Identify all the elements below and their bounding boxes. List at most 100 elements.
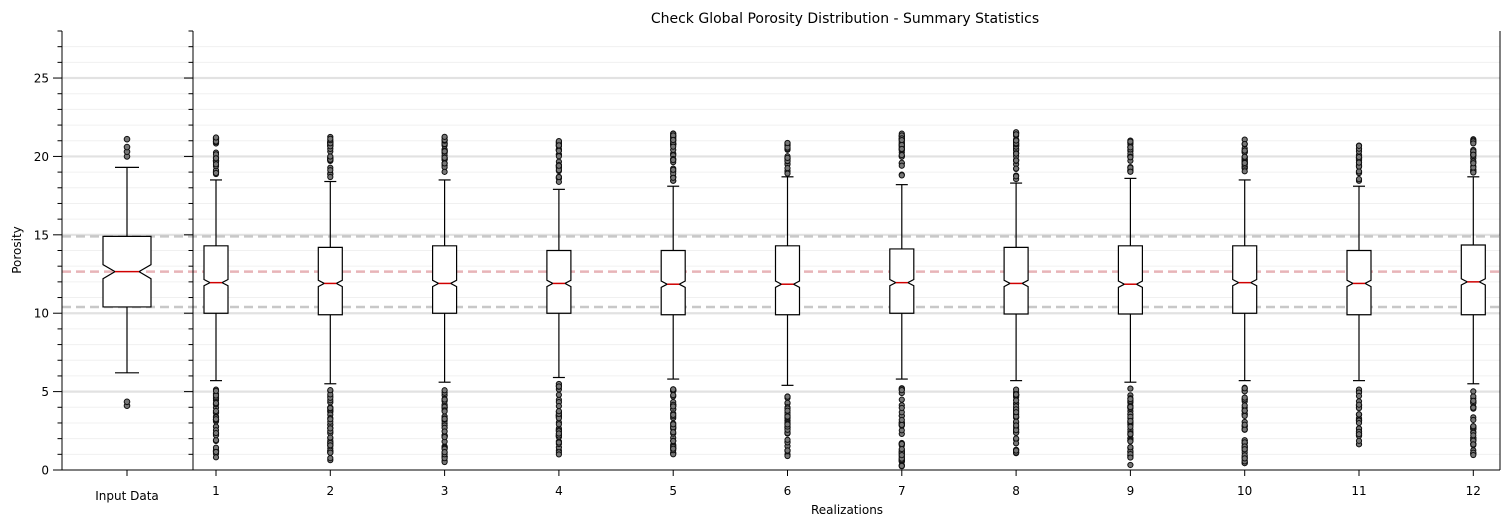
outlier-point [212, 387, 220, 394]
outlier-point [898, 445, 905, 453]
outlier-point [1470, 140, 1477, 147]
outlier-point [327, 442, 334, 449]
outlier-point [1355, 419, 1363, 427]
y-axis-label: Porosity [10, 226, 24, 274]
x-tick-label-input: Input Data [95, 489, 159, 503]
outlier-point [441, 434, 448, 441]
outlier-point [123, 143, 131, 151]
outlier-point [212, 155, 220, 162]
outlier-point [1127, 423, 1134, 430]
outlier-point [123, 398, 131, 406]
y-tick-label: 10 [34, 307, 49, 321]
outlier-point [898, 440, 905, 448]
outlier-point [212, 400, 220, 407]
outlier-point [327, 404, 334, 412]
box-realization-12 [1460, 244, 1486, 316]
outlier-point [1470, 169, 1477, 176]
outlier-point [898, 387, 905, 394]
outlier-point [1013, 422, 1020, 429]
y-tick-label: 5 [41, 385, 49, 399]
outlier-point [212, 134, 220, 141]
outlier-point [1355, 142, 1363, 149]
outlier-point [441, 133, 448, 140]
outlier-point [555, 451, 563, 458]
outlier-point [1013, 157, 1020, 164]
outlier-point [1013, 165, 1020, 172]
box-realization-3 [432, 245, 458, 314]
outlier-point [1470, 151, 1477, 158]
outlier-point [1241, 385, 1248, 392]
box-realization-11 [1346, 249, 1372, 316]
outlier-point [1241, 407, 1248, 414]
outlier-point [784, 436, 791, 443]
outlier-point [1127, 403, 1134, 411]
outlier-point [555, 391, 563, 398]
outlier-point [1470, 160, 1477, 167]
outlier-point [1241, 147, 1248, 154]
box-realization-8 [1003, 246, 1029, 315]
outlier-point [784, 421, 791, 428]
outlier-point [898, 421, 905, 429]
outlier-point [123, 135, 131, 143]
outlier-point [1470, 397, 1477, 404]
outlier-point [784, 447, 791, 454]
outlier-point [327, 434, 334, 441]
outlier-point [1470, 416, 1477, 424]
outlier-point [1013, 397, 1020, 404]
outlier-point [1127, 438, 1134, 445]
outlier-point [1470, 432, 1477, 439]
outlier-point [555, 402, 563, 410]
outlier-point [327, 425, 334, 432]
outlier-point [1127, 154, 1134, 161]
outlier-point [1127, 444, 1134, 451]
chart-title: Check Global Porosity Distribution - Sum… [651, 11, 1039, 27]
box-realization-9 [1117, 245, 1144, 315]
outlier-point [1127, 395, 1134, 403]
outlier-point [441, 428, 448, 435]
outlier-point [670, 136, 677, 144]
outlier-point [1241, 140, 1248, 148]
outlier-point [327, 153, 334, 160]
outlier-point [1127, 168, 1134, 175]
outlier-point [898, 136, 905, 144]
outlier-point [441, 396, 448, 403]
outlier-point [555, 439, 563, 446]
outlier-point [898, 462, 905, 470]
outlier-point [441, 168, 448, 175]
outlier-point [441, 160, 448, 167]
outlier-point [1355, 392, 1363, 400]
outlier-point [212, 161, 220, 168]
x-tick-label: 10 [1237, 484, 1252, 498]
outlier-point [1241, 446, 1248, 453]
outlier-point [1241, 455, 1248, 462]
box-realization-6 [774, 245, 801, 316]
outlier-point [1470, 423, 1477, 430]
x-tick-label: 7 [898, 484, 906, 498]
x-tick-label: 9 [1127, 484, 1135, 498]
outlier-point [1127, 461, 1134, 469]
outlier-point [1127, 138, 1134, 145]
outlier-point [670, 429, 677, 436]
outlier-point [670, 445, 677, 452]
outlier-point [1355, 437, 1363, 444]
outlier-point [1355, 159, 1363, 166]
outlier-point [1013, 137, 1020, 144]
x-tick-label: 3 [441, 484, 449, 498]
outlier-point [212, 416, 220, 423]
outlier-point [1355, 154, 1363, 161]
outlier-point [327, 449, 334, 456]
outlier-point [1470, 404, 1477, 411]
outlier-point [1127, 144, 1134, 151]
outlier-point [1013, 391, 1020, 398]
outlier-point [327, 454, 334, 462]
box-realization-2 [317, 246, 343, 316]
outlier-point [670, 174, 677, 181]
outlier-point [898, 451, 905, 459]
box-realization-10 [1232, 245, 1258, 314]
outlier-point [784, 407, 791, 414]
outlier-point [1470, 441, 1477, 448]
outlier-point [212, 448, 220, 456]
x-axis-label: Realizations [811, 503, 883, 517]
outlier-point [670, 386, 677, 393]
